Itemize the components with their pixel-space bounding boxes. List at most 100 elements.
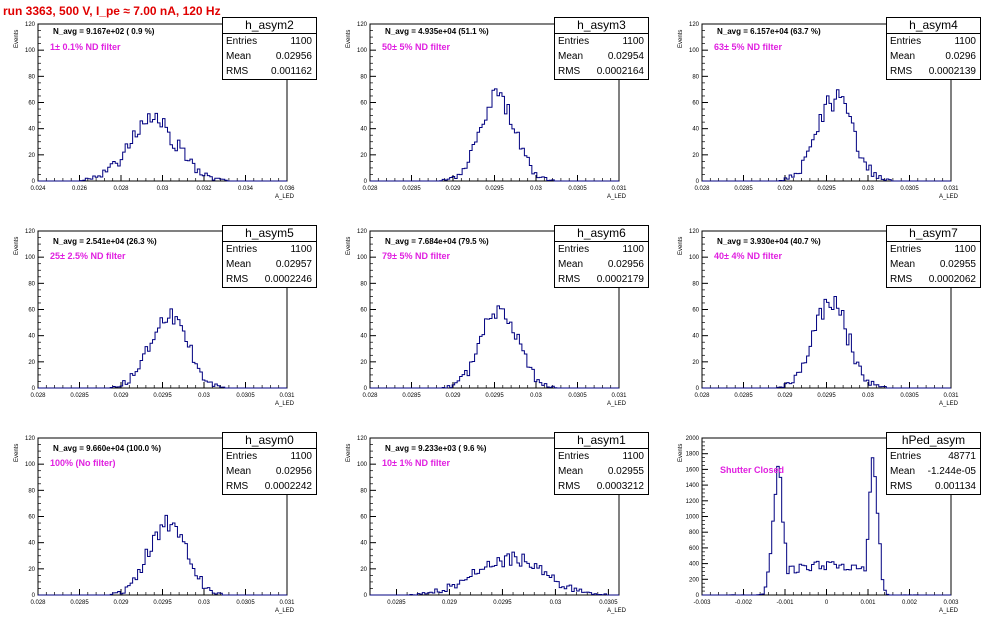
histogram-panel-h_asym2: 0 20 40 60 80 100 120 0.024 0.026 0.028 0.03 0.032 0… xyxy=(0,0,332,207)
n-avg-label: N_avg = 7.684e+04 (79.5 %) xyxy=(385,237,489,246)
histogram-name: h_asym1 xyxy=(555,433,648,449)
stats-value-mean: 0.0296 xyxy=(945,51,976,62)
x-tick-label: 0.0285 xyxy=(734,186,753,192)
histogram-line xyxy=(702,457,951,596)
stats-row-entries: Entries 1100 xyxy=(555,242,648,257)
stats-key: Mean xyxy=(890,259,916,270)
stats-value-rms: 0.001134 xyxy=(935,481,976,492)
stats-value-mean: 0.02955 xyxy=(939,259,976,270)
x-axis-label: A_LED xyxy=(939,194,959,200)
histogram-panel-h_asym3: 0 20 40 60 80 100 120 0.028 0.0285 0.029 0.0295 0.0… xyxy=(332,0,664,207)
histogram-plot: 0 20 40 60 80 100 120 0.028 0.0285 0.029 0.0295 0.0… xyxy=(25,436,295,606)
x-tick-label: 0.032 xyxy=(196,186,212,192)
x-tick-label: 0.0295 xyxy=(153,393,172,399)
stats-row-mean: Mean 0.02956 xyxy=(555,257,648,272)
x-tick-label: -0.003 xyxy=(693,600,711,606)
n-avg-label: N_avg = 6.157e+04 (63.7 %) xyxy=(717,27,821,36)
y-tick-label: 400 xyxy=(689,562,700,568)
stats-value-entries: 1100 xyxy=(954,36,976,47)
y-tick-label: 1400 xyxy=(686,483,700,489)
stats-key: Entries xyxy=(226,451,258,462)
histogram-plot: 0 20 40 60 80 100 120 0.028 0.0285 0.029 0.0295 0.0… xyxy=(357,229,627,399)
filter-label: 50± 5% ND filter xyxy=(382,42,450,52)
x-tick-label: 0.03 xyxy=(530,393,542,399)
stats-row-mean: Mean 0.02956 xyxy=(223,464,316,479)
stats-key: RMS xyxy=(558,274,581,285)
x-tick-label: 0.0305 xyxy=(900,393,919,399)
stats-row-entries: Entries 1100 xyxy=(555,34,648,49)
x-tick-label: 0.0285 xyxy=(387,600,406,606)
stats-key: Mean xyxy=(558,259,584,270)
stats-row-mean: Mean 0.02955 xyxy=(887,257,980,272)
stats-value-rms: 0.0003212 xyxy=(596,481,644,492)
y-tick-label: 0 xyxy=(32,179,36,185)
stats-value-rms: 0.0002139 xyxy=(928,66,976,77)
y-tick-label: 20 xyxy=(28,360,35,366)
histogram-line xyxy=(38,514,287,596)
filter-label: 79± 5% ND filter xyxy=(382,251,450,261)
stats-box: h_asym1 Entries 1100 Mean 0.02955 RMS 0.000321… xyxy=(554,432,649,495)
x-tick-label: 0.031 xyxy=(279,393,295,399)
y-tick-label: 40 xyxy=(692,127,699,133)
stats-box: h_asym0 Entries 1100 Mean 0.02956 RMS 0.000224… xyxy=(222,432,317,495)
y-tick-label: 0 xyxy=(32,593,36,599)
stats-box: hPed_asym Entries 48771 Mean -1.244e-05 RMS 0.… xyxy=(886,432,981,495)
filter-label: 25± 2.5% ND filter xyxy=(50,251,126,261)
stats-row-mean: Mean 0.0296 xyxy=(887,49,980,64)
x-tick-label: 0.003 xyxy=(943,600,959,606)
stats-value-mean: 0.02956 xyxy=(607,259,644,270)
n-avg-label: N_avg = 4.935e+04 (51.1 %) xyxy=(385,27,489,36)
y-axis-label: Events xyxy=(346,236,352,255)
x-tick-label: 0.029 xyxy=(777,393,793,399)
y-axis-label: Events xyxy=(14,236,20,255)
x-tick-label: 0.0305 xyxy=(236,600,255,606)
x-tick-label: 0.024 xyxy=(30,186,46,192)
x-tick-label: 0.031 xyxy=(279,600,295,606)
stats-row-mean: Mean -1.244e-05 xyxy=(887,464,980,479)
y-tick-label: 60 xyxy=(28,101,35,107)
x-tick-label: 0.03 xyxy=(862,186,874,192)
x-tick-label: 0.03 xyxy=(530,186,542,192)
x-tick-label: 0.0285 xyxy=(70,393,89,399)
stats-row-rms: RMS 0.0002246 xyxy=(223,272,316,287)
y-tick-label: 800 xyxy=(689,530,700,536)
filter-label: 1± 0.1% ND filter xyxy=(50,42,121,52)
x-tick-label: 0 xyxy=(825,600,829,606)
y-axis-label: Events xyxy=(14,29,20,48)
x-tick-label: 0.029 xyxy=(445,393,461,399)
stats-key: Mean xyxy=(558,51,584,62)
x-tick-label: 0.002 xyxy=(902,600,918,606)
y-tick-label: 60 xyxy=(692,308,699,314)
stats-key: RMS xyxy=(558,481,581,492)
y-tick-label: 60 xyxy=(692,101,699,107)
x-tick-label: 0.029 xyxy=(777,186,793,192)
stats-value-entries: 1100 xyxy=(622,36,644,47)
y-tick-label: 0 xyxy=(696,179,700,185)
y-tick-label: 1200 xyxy=(686,499,700,505)
y-tick-label: 0 xyxy=(364,386,368,392)
y-tick-label: 40 xyxy=(360,334,367,340)
stats-value-rms: 0.0002179 xyxy=(596,274,644,285)
stats-key: RMS xyxy=(226,66,249,77)
x-tick-label: 0.0285 xyxy=(402,393,421,399)
x-tick-label: 0.028 xyxy=(30,393,46,399)
stats-box: h_asym2 Entries 1100 Mean 0.02956 RMS 0.001162 xyxy=(222,17,317,80)
x-tick-label: 0.029 xyxy=(113,600,129,606)
y-tick-label: 20 xyxy=(360,360,367,366)
y-tick-label: 100 xyxy=(357,48,368,54)
x-tick-label: 0.031 xyxy=(611,393,627,399)
y-tick-label: 80 xyxy=(692,74,699,80)
stats-value-rms: 0.0002062 xyxy=(928,274,976,285)
x-tick-label: 0.03 xyxy=(550,600,562,606)
histogram-panel-hPed_asym: 0 200 400 600 800 1000 1200 1400 1600 1800 2000 -0.… xyxy=(664,414,996,621)
stats-key: RMS xyxy=(226,274,249,285)
y-tick-label: 80 xyxy=(692,281,699,287)
y-tick-label: 0 xyxy=(364,179,368,185)
filter-label: Shutter Closed xyxy=(720,465,785,475)
x-tick-label: 0.026 xyxy=(72,186,88,192)
stats-value-mean: 0.02956 xyxy=(275,51,312,62)
y-tick-label: 60 xyxy=(28,308,35,314)
y-tick-label: 40 xyxy=(360,127,367,133)
x-tick-label: 0.028 xyxy=(113,186,129,192)
y-tick-label: 100 xyxy=(25,255,36,261)
